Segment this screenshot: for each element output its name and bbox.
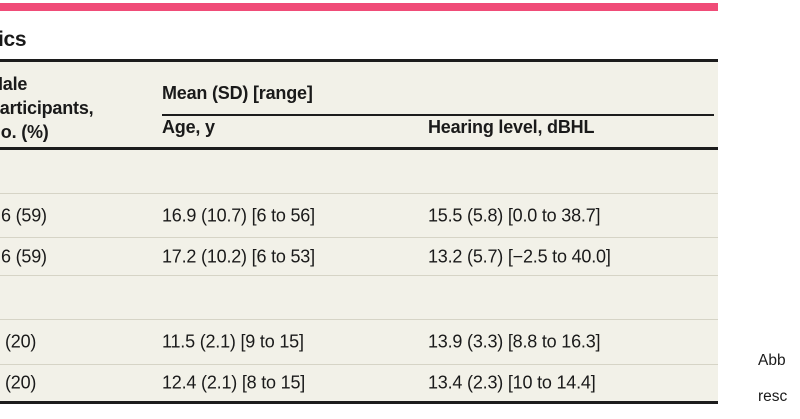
cell-male-participants: 6 (59) [1,205,47,225]
cell-male-participants: (20) [5,372,37,393]
table-row: 6 (59) 17.2 (10.2) [6 to 53] 13.2 (5.7) … [0,237,718,275]
column-header-hearing-level: Hearing level, dBHL [428,117,595,137]
spanner-header-mean-sd-range: Mean (SD) [range] [162,83,313,103]
section-row [0,275,718,319]
cell-hearing-level: 13.4 (2.3) [10 to 14.4] [428,372,596,393]
cell-age: 16.9 (10.7) [6 to 56] [162,205,315,225]
cell-age: 12.4 (2.1) [8 to 15] [162,372,306,393]
journal-accent-bar [0,3,718,11]
column-header-line: Participants, [0,98,94,118]
table-title-fragment: ics [0,28,27,51]
column-header-line: Male [0,74,28,94]
table-body: 6 (59) 16.9 (10.7) [6 to 56] 15.5 (5.8) … [0,150,718,401]
footnote-fragment-abbreviation: Abb [758,352,786,369]
cell-male-participants: (20) [5,331,37,352]
table-header: Male Participants, No. (%) Mean (SD) [ra… [0,62,718,150]
spanner-underline [162,114,714,116]
table-row: 6 (59) 16.9 (10.7) [6 to 56] 15.5 (5.8) … [0,193,718,237]
section-row [0,150,718,193]
column-header-male-participants: Male Participants, No. (%) [0,72,94,144]
cell-hearing-level: 13.9 (3.3) [8.8 to 16.3] [428,331,601,352]
footnote-fragment-second-line: resc [758,388,788,405]
participant-characteristics-table: Male Participants, No. (%) Mean (SD) [ra… [0,59,718,404]
table-row: (20) 11.5 (2.1) [9 to 15] 13.9 (3.3) [8.… [0,319,718,364]
cell-male-participants: 6 (59) [1,246,47,266]
column-header-age: Age, y [162,117,215,137]
cell-age: 17.2 (10.2) [6 to 53] [162,246,315,266]
cell-hearing-level: 13.2 (5.7) [−2.5 to 40.0] [428,246,611,266]
table-row: (20) 12.4 (2.1) [8 to 15] 13.4 (2.3) [10… [0,364,718,401]
cell-hearing-level: 15.5 (5.8) [0.0 to 38.7] [428,205,601,225]
column-header-line: No. (%) [0,122,49,142]
cell-age: 11.5 (2.1) [9 to 15] [162,331,304,352]
